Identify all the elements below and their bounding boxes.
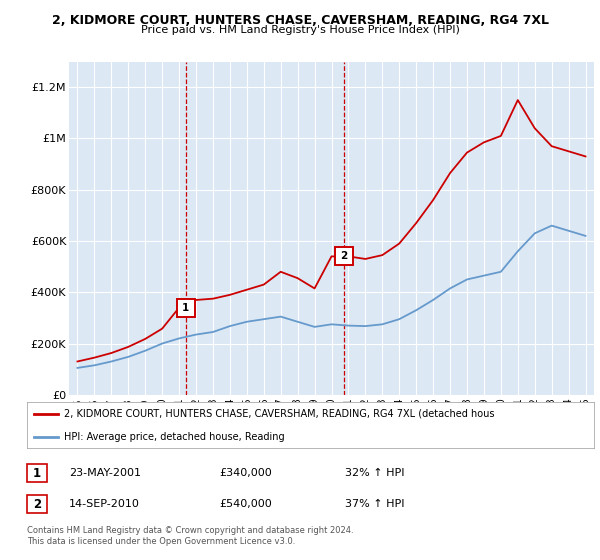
Text: 2, KIDMORE COURT, HUNTERS CHASE, CAVERSHAM, READING, RG4 7XL: 2, KIDMORE COURT, HUNTERS CHASE, CAVERSH…: [52, 14, 548, 27]
Text: Contains HM Land Registry data © Crown copyright and database right 2024.
This d: Contains HM Land Registry data © Crown c…: [27, 526, 353, 546]
Text: 2, KIDMORE COURT, HUNTERS CHASE, CAVERSHAM, READING, RG4 7XL (detached hous: 2, KIDMORE COURT, HUNTERS CHASE, CAVERSH…: [64, 409, 494, 418]
Text: 2: 2: [33, 497, 41, 511]
Text: 1: 1: [33, 466, 41, 480]
Text: Price paid vs. HM Land Registry's House Price Index (HPI): Price paid vs. HM Land Registry's House …: [140, 25, 460, 35]
Text: 14-SEP-2010: 14-SEP-2010: [69, 499, 140, 509]
Text: 23-MAY-2001: 23-MAY-2001: [69, 468, 141, 478]
Text: 37% ↑ HPI: 37% ↑ HPI: [345, 499, 404, 509]
Text: 32% ↑ HPI: 32% ↑ HPI: [345, 468, 404, 478]
Text: £540,000: £540,000: [219, 499, 272, 509]
Text: 1: 1: [182, 302, 190, 312]
Text: £340,000: £340,000: [219, 468, 272, 478]
Text: 2: 2: [341, 251, 348, 262]
Text: HPI: Average price, detached house, Reading: HPI: Average price, detached house, Read…: [64, 432, 284, 441]
